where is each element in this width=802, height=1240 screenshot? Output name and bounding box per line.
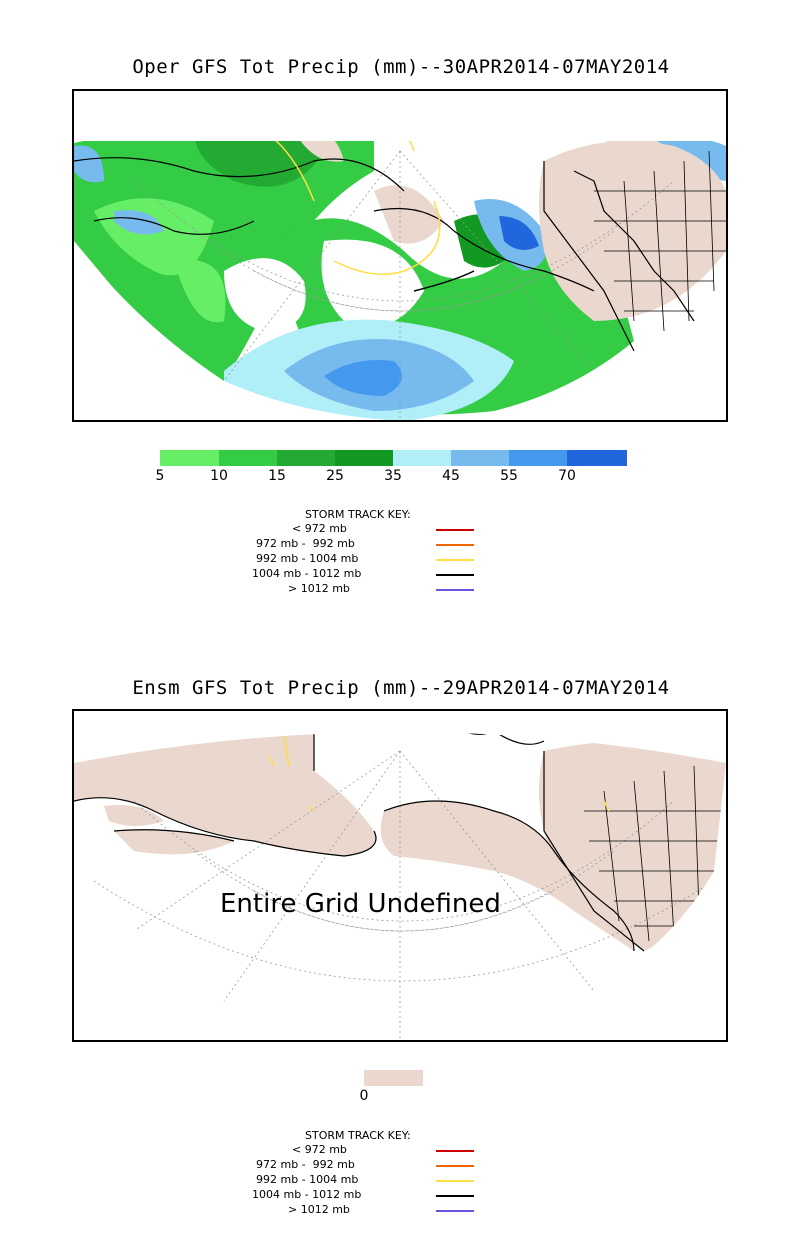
storm-tracks: [263, 141, 475, 292]
storm-key-label: 1004 mb - 1012 mb: [252, 1188, 362, 1201]
colorbar-swatch: [364, 1070, 423, 1086]
storm-key-line: [436, 574, 474, 576]
colorbar-label: 45: [442, 468, 460, 484]
panel1-map: [72, 89, 728, 422]
colorbar-label: 70: [558, 468, 576, 484]
storm-tracks: [268, 735, 610, 812]
land-mass: [74, 732, 376, 856]
land-mass: [104, 805, 164, 826]
storm-key-label: 1004 mb - 1012 mb: [252, 567, 362, 580]
colorbar-swatch: [160, 450, 219, 466]
colorbar-swatch: [509, 450, 567, 466]
storm-key-line: [436, 1195, 474, 1197]
colorbar-label: 5: [155, 468, 165, 484]
precip-area-lightgreen: [174, 259, 226, 323]
colorbar-label: 15: [268, 468, 286, 484]
colorbar-swatch: [277, 450, 335, 466]
precip-area-darkgreen: [194, 141, 324, 187]
storm-key-title: STORM TRACK KEY:: [305, 1129, 411, 1142]
land-mass: [380, 801, 634, 951]
dry-area: [374, 141, 454, 169]
panel2-title: Ensm GFS Tot Precip (mm)--29APR2014-07MA…: [132, 677, 670, 699]
colorbar-swatch: [219, 450, 277, 466]
colorbar-swatch: [335, 450, 393, 466]
storm-key-label: < 972 mb: [292, 1143, 347, 1156]
precip-area-darkblue: [324, 360, 402, 396]
colorbar-swatch: [393, 450, 451, 466]
dry-area: [321, 239, 424, 327]
dry-area: [224, 258, 306, 331]
storm-key-label: 972 mb - 992 mb: [256, 537, 355, 550]
storm-key-line: [436, 589, 474, 591]
colorbar-label: 55: [500, 468, 518, 484]
precip-area-blue: [74, 145, 104, 183]
graticule: [93, 750, 715, 1040]
storm-key-label: 992 mb - 1004 mb: [256, 1173, 359, 1186]
colorbar-label: 10: [210, 468, 228, 484]
storm-key-line: [436, 1165, 474, 1167]
colorbar-label: 25: [326, 468, 344, 484]
colorbar-swatch: [451, 450, 509, 466]
colorbar-label: 0: [359, 1088, 369, 1104]
storm-track-key: STORM TRACK KEY: < 972 mb 972 mb - 992 m…: [250, 508, 490, 598]
storm-key-line: [436, 1210, 474, 1212]
graticule: [133, 150, 675, 420]
storm-key-line: [436, 529, 474, 531]
storm-key-label: < 972 mb: [292, 522, 347, 535]
storm-track-key: STORM TRACK KEY: < 972 mb 972 mb - 992 m…: [250, 1129, 490, 1219]
coastlines: [74, 157, 695, 352]
storm-key-label: > 1012 mb: [288, 582, 350, 595]
precip-area-green: [74, 141, 374, 381]
land-no-precip: [539, 141, 726, 321]
panel2-colorbar: 0: [360, 1070, 424, 1106]
coastlines: [74, 732, 645, 952]
colorbar-swatch: [567, 450, 627, 466]
storm-key-label: > 1012 mb: [288, 1203, 350, 1216]
state-borders: [584, 765, 726, 942]
land-no-precip: [294, 141, 344, 162]
colorbar-label: 35: [384, 468, 402, 484]
precip-area-darkblue: [499, 216, 539, 250]
land-no-precip: [374, 185, 444, 244]
storm-key-line: [436, 544, 474, 546]
storm-key-line: [436, 559, 474, 561]
storm-key-label: 992 mb - 1004 mb: [256, 552, 359, 565]
precip-area-blue: [114, 210, 164, 235]
panel2-map: Entire Grid Undefined: [72, 709, 728, 1042]
state-borders: [594, 150, 726, 332]
panel1-colorbar: 5 10 15 25 35 45 55 70: [156, 450, 627, 486]
storm-key-line: [436, 1180, 474, 1182]
panel1-title: Oper GFS Tot Precip (mm)--30APR2014-07MA…: [132, 56, 670, 78]
undefined-grid-label: Entire Grid Undefined: [220, 889, 501, 919]
storm-key-title: STORM TRACK KEY:: [305, 508, 411, 521]
storm-key-line: [436, 1150, 474, 1152]
land-mass: [114, 829, 234, 855]
storm-key-label: 972 mb - 992 mb: [256, 1158, 355, 1171]
land-no-precip: [604, 141, 664, 158]
